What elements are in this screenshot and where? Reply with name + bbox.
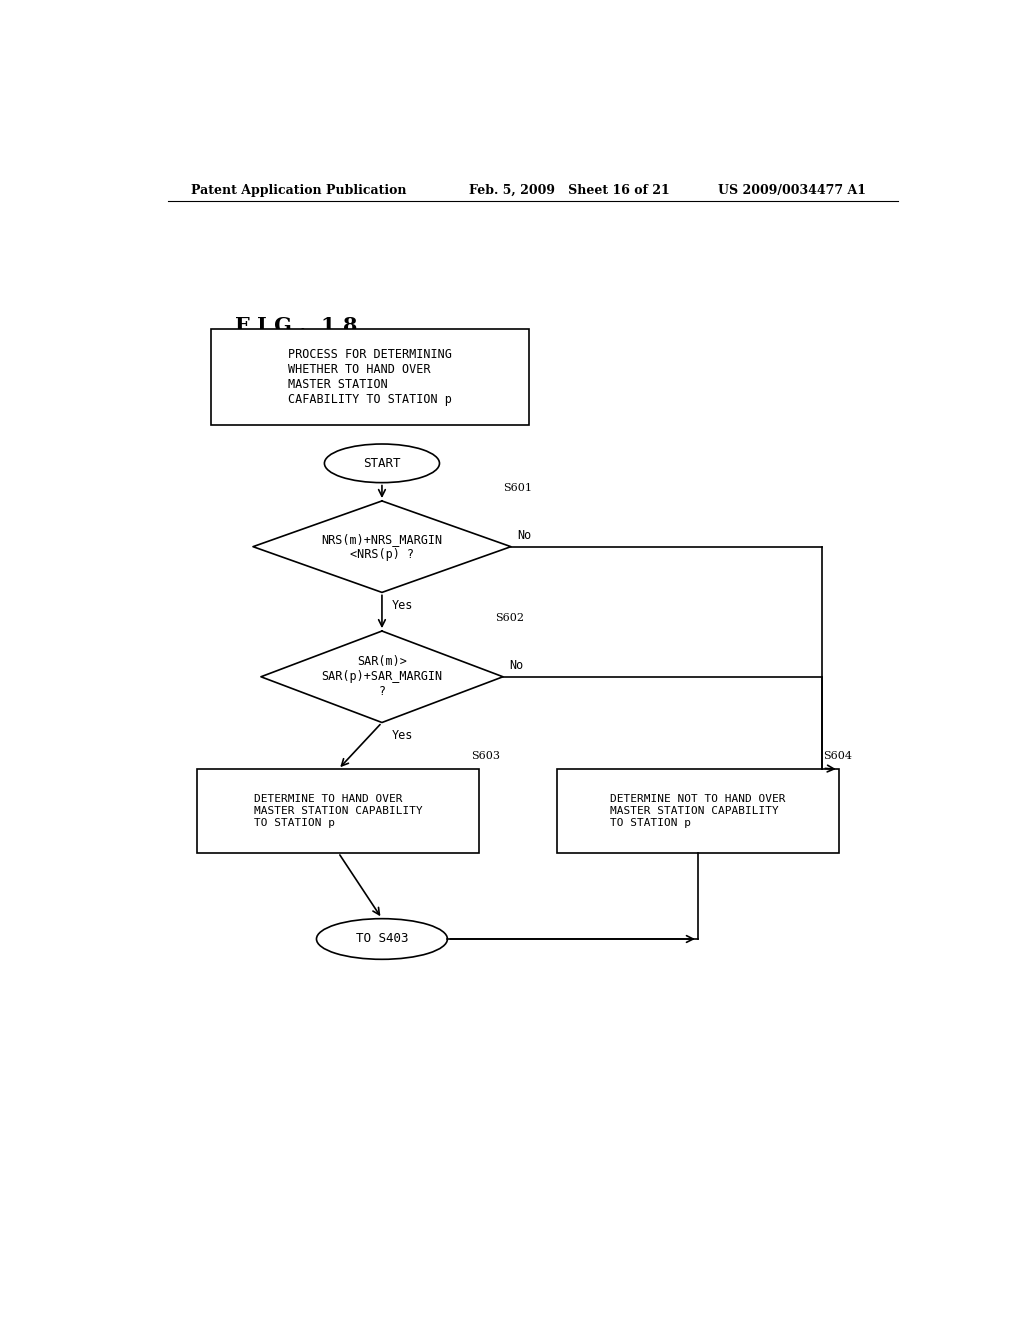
Polygon shape (253, 500, 511, 593)
FancyBboxPatch shape (211, 329, 528, 425)
Text: No: No (509, 659, 523, 672)
Text: Yes: Yes (391, 729, 413, 742)
Text: TO S403: TO S403 (355, 932, 409, 945)
Text: DETERMINE NOT TO HAND OVER
MASTER STATION CAPABILITY
TO STATION p: DETERMINE NOT TO HAND OVER MASTER STATIO… (610, 795, 785, 828)
Text: Patent Application Publication: Patent Application Publication (191, 183, 407, 197)
Text: No: No (517, 528, 531, 541)
Text: PROCESS FOR DETERMINING
WHETHER TO HAND OVER
MASTER STATION
CAFABILITY TO STATIO: PROCESS FOR DETERMINING WHETHER TO HAND … (288, 348, 452, 407)
Text: US 2009/0034477 A1: US 2009/0034477 A1 (718, 183, 866, 197)
Text: F I G .  1 8: F I G . 1 8 (236, 315, 357, 337)
Text: S603: S603 (471, 751, 501, 762)
Text: S602: S602 (495, 612, 524, 623)
Ellipse shape (325, 444, 439, 483)
FancyBboxPatch shape (557, 770, 839, 853)
Ellipse shape (316, 919, 447, 960)
Text: SAR(m)>
SAR(p)+SAR_MARGIN
?: SAR(m)> SAR(p)+SAR_MARGIN ? (322, 655, 442, 698)
Text: Yes: Yes (391, 598, 413, 611)
Text: START: START (364, 457, 400, 470)
Text: DETERMINE TO HAND OVER
MASTER STATION CAPABILITY
TO STATION p: DETERMINE TO HAND OVER MASTER STATION CA… (254, 795, 423, 828)
Text: NRS(m)+NRS_MARGIN
<NRS(p) ?: NRS(m)+NRS_MARGIN <NRS(p) ? (322, 533, 442, 561)
Text: S601: S601 (503, 483, 532, 492)
Text: S604: S604 (823, 751, 852, 762)
FancyBboxPatch shape (198, 770, 479, 853)
Text: Feb. 5, 2009   Sheet 16 of 21: Feb. 5, 2009 Sheet 16 of 21 (469, 183, 670, 197)
Polygon shape (261, 631, 503, 722)
